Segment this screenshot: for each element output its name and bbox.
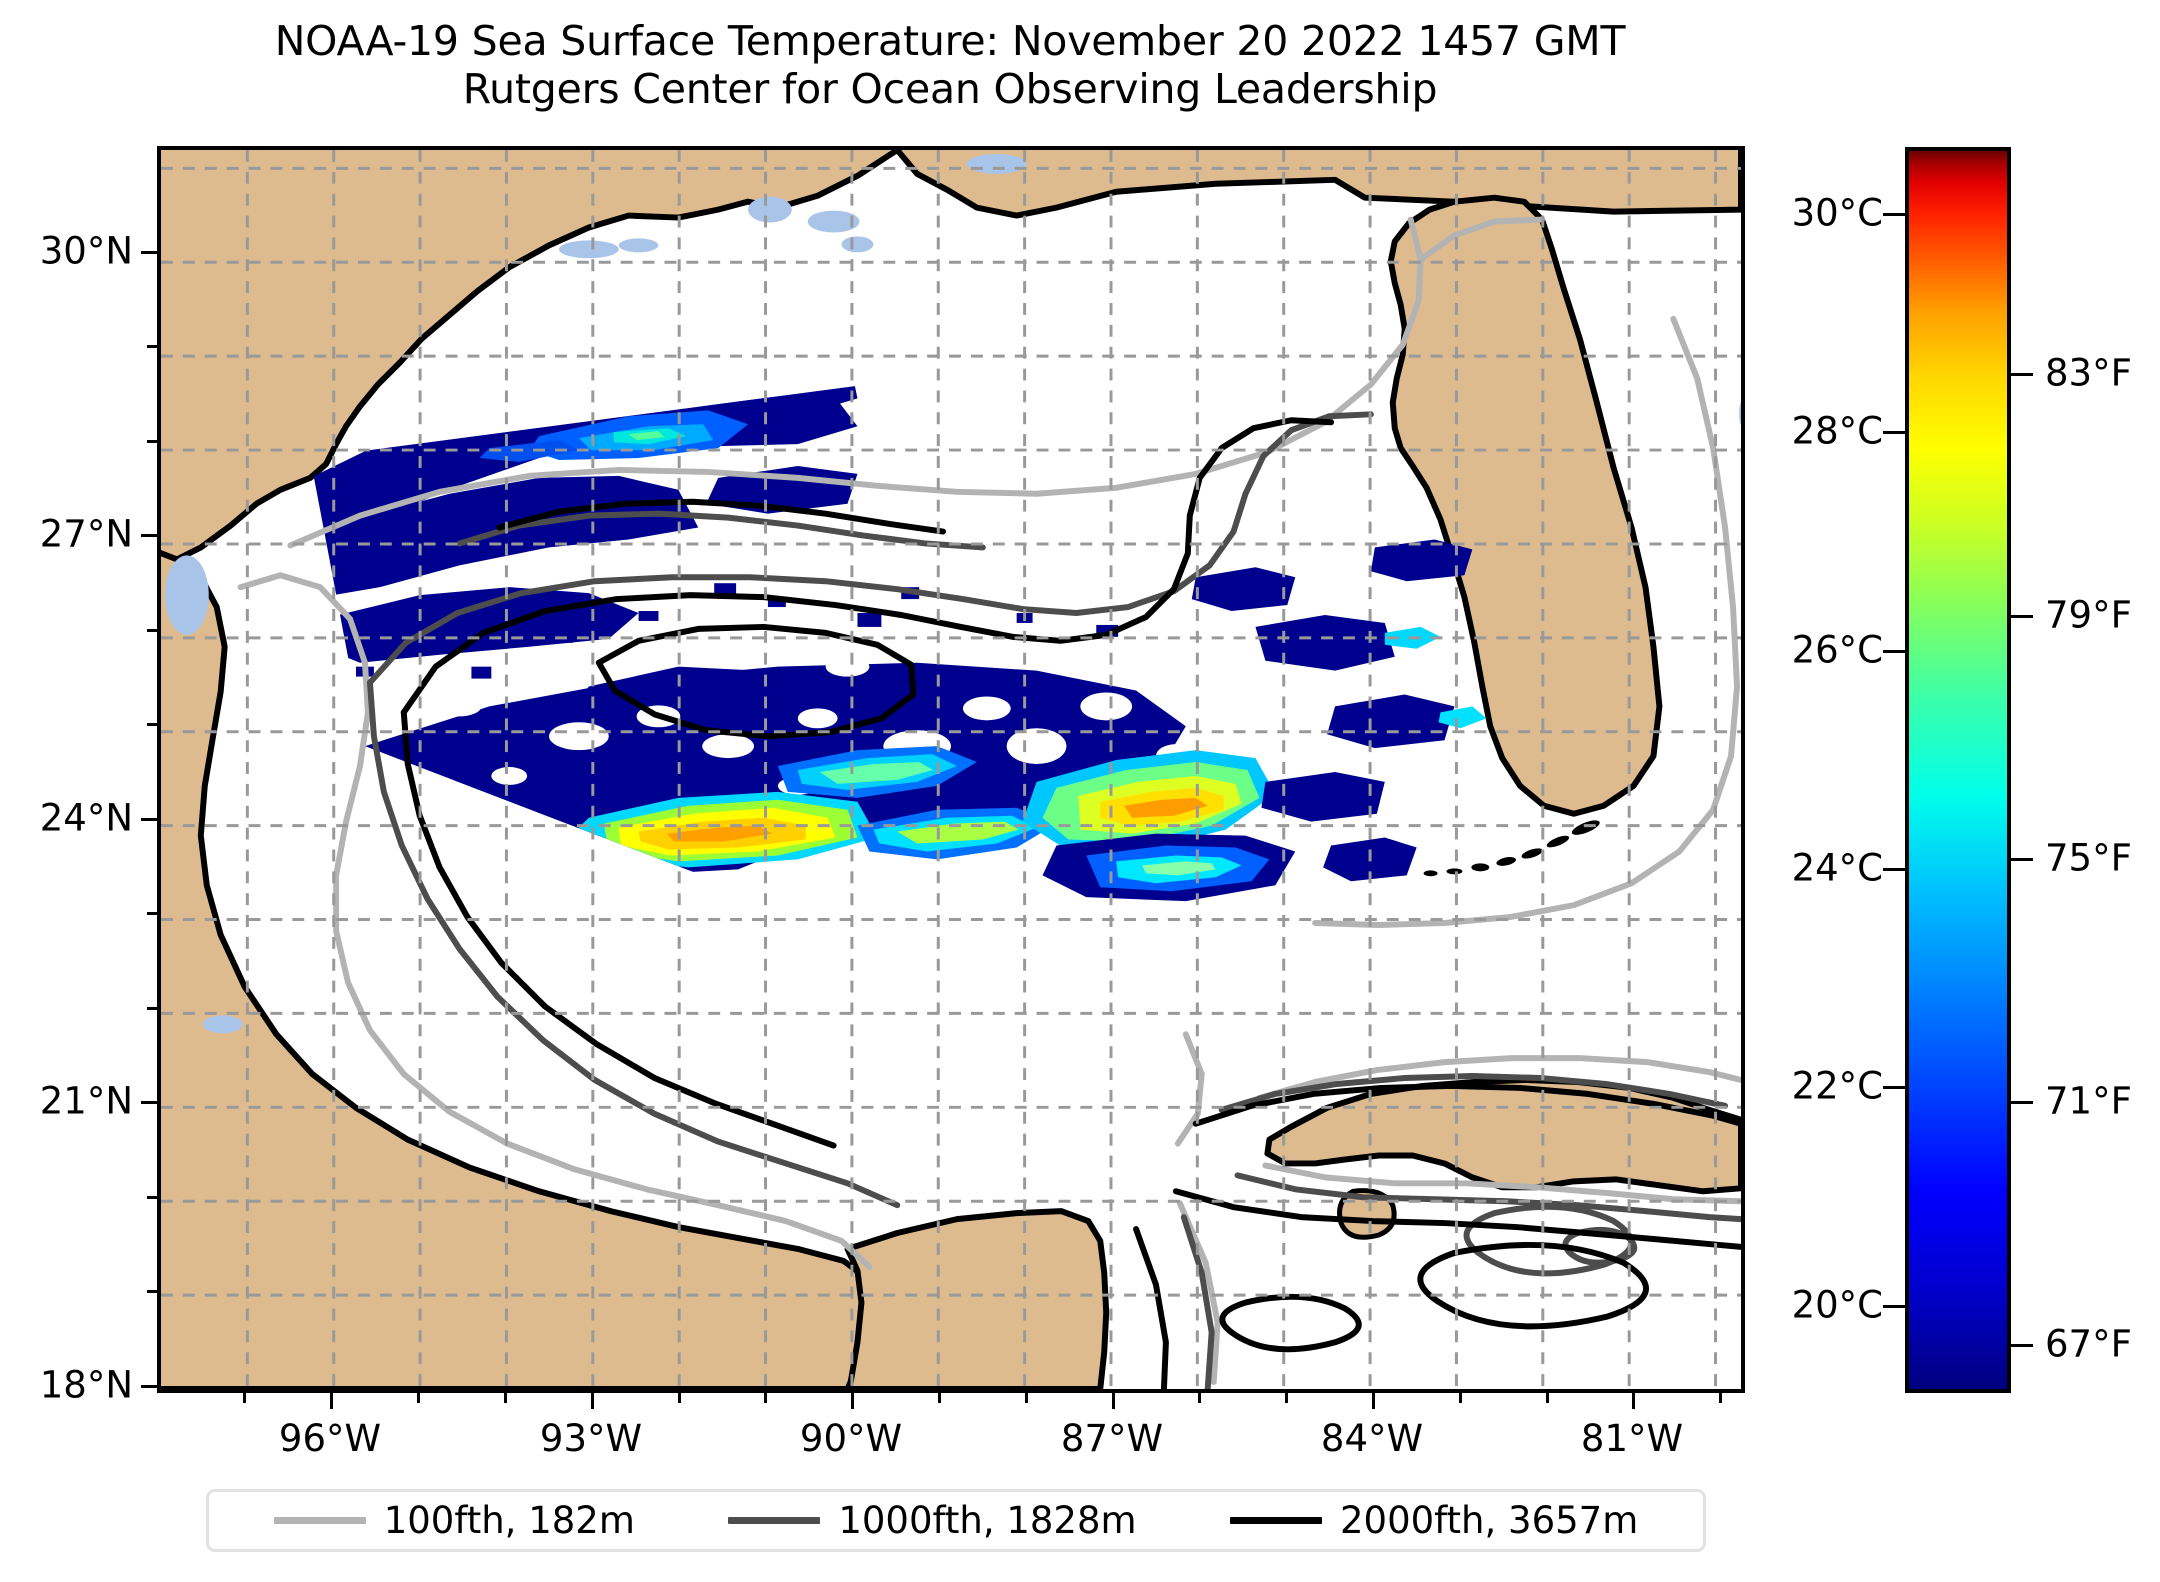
- map-plot-area[interactable]: [157, 146, 1745, 1393]
- legend-label-1000fth: 1000fth, 1828m: [838, 1499, 1137, 1542]
- ytick-22N: [147, 1007, 157, 1010]
- title-line-1: NOAA-19 Sea Surface Temperature: Novembe…: [274, 17, 1626, 65]
- cuba-landmass: [1264, 1077, 1741, 1195]
- y-axis-labels: 30°N 27°N 24°N 21°N 18°N: [0, 146, 157, 1407]
- xtick-89W: [938, 1393, 941, 1403]
- legend-label-100fth: 100fth, 182m: [383, 1499, 635, 1542]
- ytick-25N: [147, 723, 157, 726]
- xtick-80W: [1719, 1393, 1722, 1403]
- cblabel-24C: 24°C: [1791, 846, 1883, 890]
- cblabel-83F: 83°F: [2045, 351, 2132, 395]
- legend-item-100fth[interactable]: 100fth, 182m: [273, 1499, 635, 1542]
- xtick-82W: [1546, 1393, 1549, 1403]
- ytick-23N: [147, 912, 157, 915]
- bathymetry-legend[interactable]: 100fth, 182m 1000fth, 1828m 2000fth, 365…: [206, 1489, 1706, 1552]
- y-axis-ticks: [141, 146, 158, 1393]
- sst-yucatan-channel: [1042, 833, 1296, 902]
- xtick-81W: [1632, 1393, 1635, 1409]
- xlabel-96W: 96°W: [278, 1417, 382, 1460]
- ylabel-18N: 18°N: [39, 1363, 133, 1407]
- ytick-29N: [147, 345, 157, 348]
- cbtick-75F: [2011, 858, 2033, 862]
- ylabel-24N: 24°N: [39, 796, 133, 840]
- xtick-94W: [504, 1393, 507, 1403]
- ytick-21N: [141, 1101, 157, 1104]
- ytick-30N: [141, 251, 157, 254]
- legend-line-1000fth-icon: [728, 1517, 821, 1524]
- figure-title: NOAA-19 Sea Surface Temperature: Novembe…: [0, 17, 1900, 113]
- x-axis-ticks: [157, 1393, 1745, 1413]
- cblabel-20C: 20°C: [1791, 1283, 1883, 1327]
- cbtick-79F: [2011, 615, 2033, 619]
- contour-1000fth: [366, 411, 1741, 1389]
- legend-line-2000fth-icon: [1230, 1517, 1323, 1524]
- cbtick-30C: [1883, 213, 1905, 217]
- cblabel-30C: 30°C: [1791, 191, 1883, 235]
- xtick-91W: [764, 1393, 767, 1403]
- florida-keys: [1423, 820, 1600, 877]
- colorbar-gradient: [1905, 147, 2011, 1393]
- sst-east-cold-patches: [1191, 539, 1473, 882]
- xlabel-90W: 90°W: [799, 1417, 903, 1460]
- cbtick-20C: [1883, 1304, 1905, 1308]
- ytick-24N: [141, 818, 157, 821]
- xlabel-84W: 84°W: [1320, 1417, 1424, 1460]
- map-canvas: [161, 150, 1741, 1389]
- legend-label-2000fth: 2000fth, 3657m: [1340, 1499, 1639, 1542]
- xtick-85W: [1285, 1393, 1288, 1403]
- cblabel-26C: 26°C: [1791, 628, 1883, 672]
- xtick-97W: [243, 1393, 246, 1403]
- cbtick-28C: [1883, 431, 1905, 435]
- legend-line-100fth-icon: [273, 1517, 366, 1524]
- cbtick-71F: [2011, 1101, 2033, 1105]
- xtick-84W: [1372, 1393, 1375, 1409]
- ytick-18N: [141, 1385, 157, 1388]
- cblabel-79F: 79°F: [2045, 593, 2132, 637]
- cblabel-22C: 22°C: [1791, 1064, 1883, 1108]
- title-line-2: Rutgers Center for Ocean Observing Leade…: [462, 64, 1438, 113]
- xlabel-81W: 81°W: [1580, 1417, 1684, 1460]
- ylabel-21N: 21°N: [39, 1079, 133, 1123]
- ytick-27N: [141, 534, 157, 537]
- sst-warm-eddy-west: [568, 791, 878, 868]
- xtick-88W: [1025, 1393, 1028, 1403]
- xtick-86W: [1198, 1393, 1201, 1403]
- mexico-lagoons: [164, 555, 243, 1034]
- cblabel-75F: 75°F: [2045, 836, 2132, 880]
- cbtick-67F: [2011, 1344, 2033, 1348]
- legend-item-1000fth[interactable]: 1000fth, 1828m: [728, 1499, 1137, 1542]
- yucatan-peninsula: [844, 1208, 1110, 1389]
- xlabel-87W: 87°W: [1060, 1417, 1164, 1460]
- xtick-87W: [1112, 1393, 1115, 1409]
- xlabel-93W: 93°W: [539, 1417, 643, 1460]
- ytick-20N: [147, 1196, 157, 1199]
- xtick-83W: [1459, 1393, 1462, 1403]
- cbtick-26C: [1883, 650, 1905, 654]
- cblabel-67F: 67°F: [2045, 1322, 2132, 1366]
- florida-lakes: [1739, 401, 1741, 426]
- cbtick-83F: [2011, 372, 2033, 376]
- usa-landmass: [161, 150, 1741, 563]
- temperature-colorbar[interactable]: 30°C 28°C 26°C 24°C 22°C 20°C 83°F 79°F …: [1792, 147, 2132, 1393]
- x-axis-labels: 96°W 93°W 90°W 87°W 84°W 81°W: [157, 1393, 1745, 1473]
- legend-item-2000fth[interactable]: 2000fth, 3657m: [1230, 1499, 1638, 1542]
- xtick-93W: [591, 1393, 594, 1409]
- xtick-90W: [851, 1393, 854, 1409]
- ylabel-27N: 27°N: [39, 512, 133, 556]
- xtick-95W: [417, 1393, 420, 1403]
- ytick-28N: [147, 440, 157, 443]
- ytick-19N: [147, 1290, 157, 1293]
- cblabel-71F: 71°F: [2045, 1079, 2132, 1123]
- lat-lon-grid: [161, 150, 1741, 1389]
- ylabel-30N: 30°N: [39, 229, 133, 273]
- xtick-92W: [678, 1393, 681, 1403]
- cbtick-24C: [1883, 868, 1905, 872]
- xtick-96W: [330, 1393, 333, 1409]
- cblabel-28C: 28°C: [1791, 409, 1883, 453]
- cbtick-22C: [1883, 1086, 1905, 1090]
- ytick-26N: [147, 629, 157, 632]
